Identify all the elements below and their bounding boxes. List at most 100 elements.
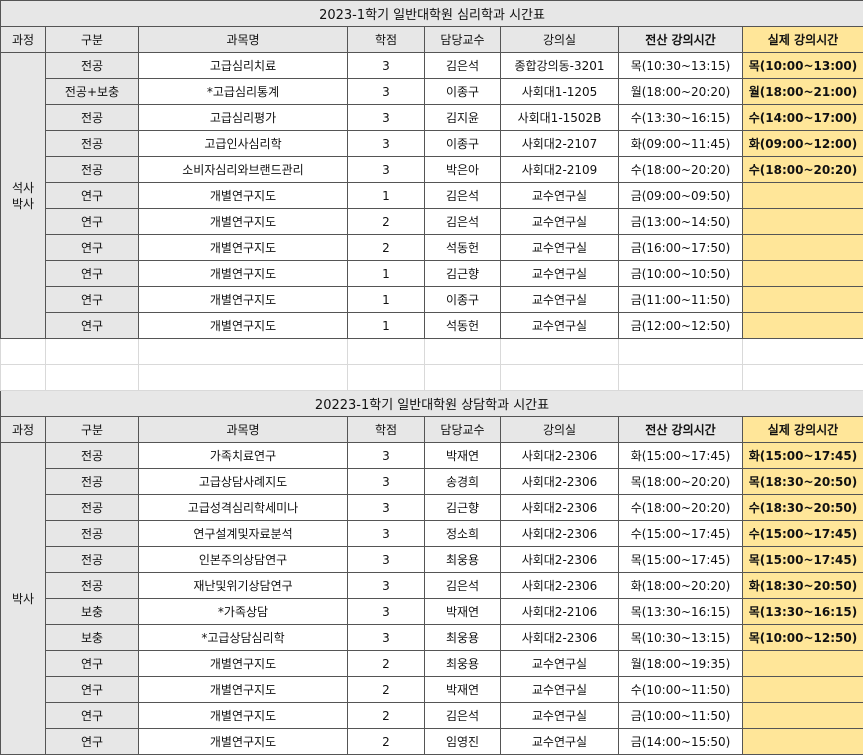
room-cell[interactable]: 사회대1-1205 bbox=[500, 78, 619, 105]
column-header[interactable]: 전산 강의시간 bbox=[618, 416, 743, 443]
room-cell[interactable]: 교수연구실 bbox=[500, 702, 619, 729]
column-header[interactable]: 실제 강의시간 bbox=[741, 416, 863, 443]
room-cell[interactable]: 교수연구실 bbox=[500, 182, 619, 209]
system-time-cell[interactable]: 화(18:00~20:20) bbox=[618, 572, 743, 599]
credits-cell[interactable]: 2 bbox=[347, 234, 425, 261]
actual-time-cell[interactable] bbox=[741, 182, 863, 209]
actual-time-cell[interactable]: 수(15:00~17:45) bbox=[741, 520, 863, 547]
empty-cell[interactable] bbox=[45, 364, 139, 391]
course-cell[interactable]: 고급성격심리학세미나 bbox=[138, 494, 348, 521]
credits-cell[interactable]: 3 bbox=[347, 572, 425, 599]
professor-cell[interactable]: 김근향 bbox=[424, 260, 501, 287]
credits-cell[interactable]: 3 bbox=[347, 494, 425, 521]
column-header[interactable]: 과목명 bbox=[138, 26, 348, 53]
column-header[interactable]: 전산 강의시간 bbox=[618, 26, 743, 53]
empty-cell[interactable] bbox=[138, 364, 348, 391]
room-cell[interactable]: 사회대2-2306 bbox=[500, 546, 619, 573]
room-cell[interactable]: 사회대2-2107 bbox=[500, 130, 619, 157]
room-cell[interactable]: 사회대1-1502B bbox=[500, 104, 619, 131]
system-time-cell[interactable]: 목(18:00~20:20) bbox=[618, 468, 743, 495]
type-cell[interactable]: 전공 bbox=[45, 52, 139, 79]
room-cell[interactable]: 교수연구실 bbox=[500, 234, 619, 261]
professor-cell[interactable]: 최웅용 bbox=[424, 546, 501, 573]
system-time-cell[interactable]: 월(18:00~20:20) bbox=[618, 78, 743, 105]
type-cell[interactable]: 전공 bbox=[45, 546, 139, 573]
column-header[interactable]: 구분 bbox=[45, 26, 139, 53]
professor-cell[interactable]: 김은석 bbox=[424, 572, 501, 599]
actual-time-cell[interactable]: 목(10:00~13:00) bbox=[741, 52, 863, 79]
system-time-cell[interactable]: 금(14:00~15:50) bbox=[618, 728, 743, 755]
professor-cell[interactable]: 석동헌 bbox=[424, 234, 501, 261]
actual-time-cell[interactable] bbox=[741, 208, 863, 235]
credits-cell[interactable]: 1 bbox=[347, 286, 425, 313]
course-cell[interactable]: 개별연구지도 bbox=[138, 234, 348, 261]
credits-cell[interactable]: 3 bbox=[347, 546, 425, 573]
actual-time-cell[interactable]: 목(15:00~17:45) bbox=[741, 546, 863, 573]
credits-cell[interactable]: 3 bbox=[347, 624, 425, 651]
system-time-cell[interactable]: 목(15:00~17:45) bbox=[618, 546, 743, 573]
room-cell[interactable]: 교수연구실 bbox=[500, 260, 619, 287]
professor-cell[interactable]: 김은석 bbox=[424, 52, 501, 79]
type-cell[interactable]: 전공 bbox=[45, 494, 139, 521]
type-cell[interactable]: 전공 bbox=[45, 156, 139, 183]
type-cell[interactable]: 연구 bbox=[45, 702, 139, 729]
type-cell[interactable]: 연구 bbox=[45, 260, 139, 287]
credits-cell[interactable]: 1 bbox=[347, 260, 425, 287]
empty-cell[interactable] bbox=[424, 338, 501, 365]
system-time-cell[interactable]: 수(10:00~11:50) bbox=[618, 676, 743, 703]
credits-cell[interactable]: 3 bbox=[347, 78, 425, 105]
empty-cell[interactable] bbox=[741, 364, 863, 391]
course-cell[interactable]: 개별연구지도 bbox=[138, 650, 348, 677]
actual-time-cell[interactable] bbox=[741, 676, 863, 703]
course-cell[interactable]: 고급상담사례지도 bbox=[138, 468, 348, 495]
empty-cell[interactable] bbox=[424, 364, 501, 391]
course-cell[interactable]: 개별연구지도 bbox=[138, 286, 348, 313]
actual-time-cell[interactable]: 화(09:00~12:00) bbox=[741, 130, 863, 157]
room-cell[interactable]: 사회대2-2106 bbox=[500, 598, 619, 625]
credits-cell[interactable]: 3 bbox=[347, 52, 425, 79]
credits-cell[interactable]: 2 bbox=[347, 676, 425, 703]
course-cell[interactable]: *고급심리통계 bbox=[138, 78, 348, 105]
type-cell[interactable]: 전공 bbox=[45, 572, 139, 599]
course-cell[interactable]: 개별연구지도 bbox=[138, 260, 348, 287]
table-title[interactable]: 20223-1학기 일반대학원 상담학과 시간표 bbox=[0, 390, 863, 417]
program-cell[interactable]: 석사 박사 bbox=[0, 52, 46, 339]
actual-time-cell[interactable] bbox=[741, 650, 863, 677]
room-cell[interactable]: 종합강의동-3201 bbox=[500, 52, 619, 79]
course-cell[interactable]: 인본주의상담연구 bbox=[138, 546, 348, 573]
empty-cell[interactable] bbox=[500, 338, 619, 365]
actual-time-cell[interactable]: 화(18:30~20:50) bbox=[741, 572, 863, 599]
actual-time-cell[interactable]: 수(18:00~20:20) bbox=[741, 156, 863, 183]
system-time-cell[interactable]: 수(15:00~17:45) bbox=[618, 520, 743, 547]
empty-cell[interactable] bbox=[741, 338, 863, 365]
course-cell[interactable]: 고급인사심리학 bbox=[138, 130, 348, 157]
system-time-cell[interactable]: 수(13:30~16:15) bbox=[618, 104, 743, 131]
empty-cell[interactable] bbox=[45, 338, 139, 365]
type-cell[interactable]: 전공 bbox=[45, 130, 139, 157]
course-cell[interactable]: 개별연구지도 bbox=[138, 312, 348, 339]
system-time-cell[interactable]: 금(09:00~09:50) bbox=[618, 182, 743, 209]
type-cell[interactable]: 전공 bbox=[45, 520, 139, 547]
column-header[interactable]: 담당교수 bbox=[424, 416, 501, 443]
professor-cell[interactable]: 이종구 bbox=[424, 130, 501, 157]
course-cell[interactable]: 연구설계및자료분석 bbox=[138, 520, 348, 547]
credits-cell[interactable]: 2 bbox=[347, 728, 425, 755]
room-cell[interactable]: 사회대2-2306 bbox=[500, 442, 619, 469]
room-cell[interactable]: 교수연구실 bbox=[500, 208, 619, 235]
professor-cell[interactable]: 박재연 bbox=[424, 442, 501, 469]
room-cell[interactable]: 사회대2-2306 bbox=[500, 572, 619, 599]
system-time-cell[interactable]: 수(18:00~20:20) bbox=[618, 156, 743, 183]
system-time-cell[interactable]: 화(09:00~11:45) bbox=[618, 130, 743, 157]
credits-cell[interactable]: 3 bbox=[347, 156, 425, 183]
actual-time-cell[interactable]: 화(15:00~17:45) bbox=[741, 442, 863, 469]
system-time-cell[interactable]: 화(15:00~17:45) bbox=[618, 442, 743, 469]
room-cell[interactable]: 교수연구실 bbox=[500, 676, 619, 703]
credits-cell[interactable]: 3 bbox=[347, 104, 425, 131]
type-cell[interactable]: 보충 bbox=[45, 598, 139, 625]
credits-cell[interactable]: 3 bbox=[347, 442, 425, 469]
empty-cell[interactable] bbox=[138, 338, 348, 365]
column-header[interactable]: 강의실 bbox=[500, 26, 619, 53]
empty-cell[interactable] bbox=[618, 364, 743, 391]
column-header[interactable]: 학점 bbox=[347, 26, 425, 53]
credits-cell[interactable]: 3 bbox=[347, 468, 425, 495]
